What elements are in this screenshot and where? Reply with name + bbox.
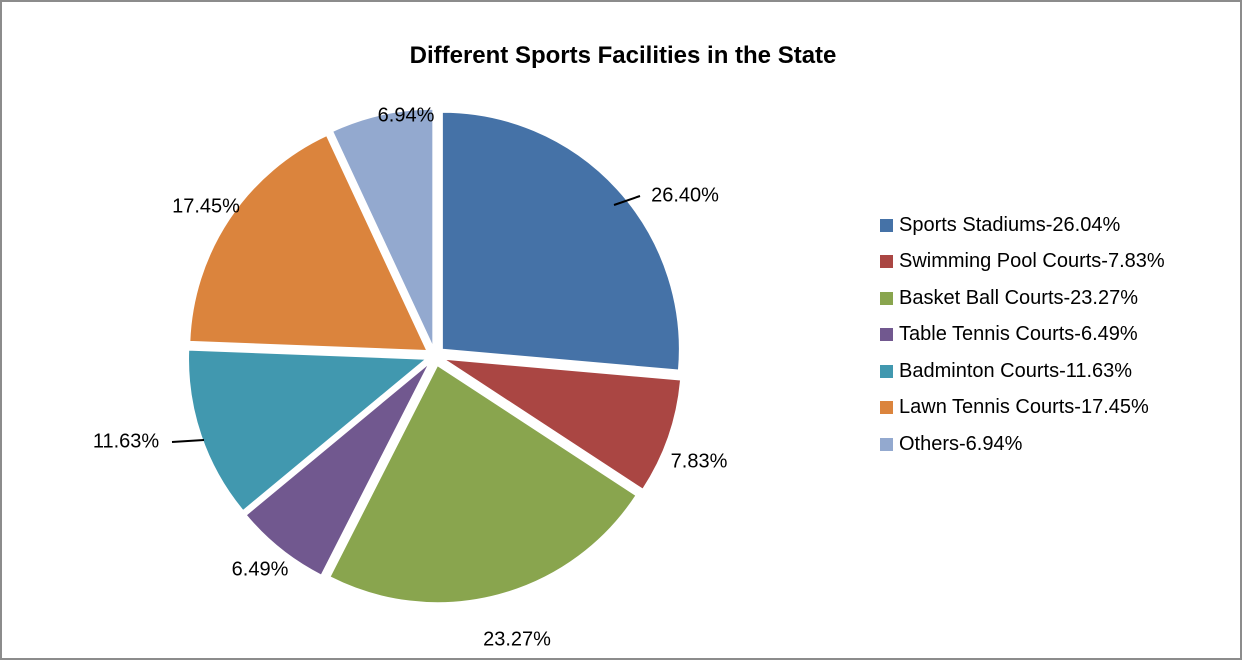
leader-line xyxy=(613,195,641,206)
pie-slice xyxy=(245,363,430,576)
legend-swatch xyxy=(880,364,893,378)
data-labels: 26.40% 7.83% 23.27% 6.49% 11.63% 17.45% 6.94% xyxy=(93,104,728,650)
leader-lines xyxy=(171,195,641,443)
legend-swatch xyxy=(880,291,893,305)
legend-item: Basket Ball Courts-23.27% xyxy=(880,280,1165,317)
legend-label: Swimming Pool Courts-7.83% xyxy=(899,250,1165,273)
legend-swatch xyxy=(880,255,893,269)
legend-label: Others-6.94% xyxy=(899,432,1023,455)
data-label: 26.40% xyxy=(651,184,719,206)
chart-title: Different Sports Facilities in the State xyxy=(409,42,837,69)
legend-item: Lawn Tennis Courts-17.45% xyxy=(880,390,1165,427)
legend-label: Lawn Tennis Courts-17.45% xyxy=(899,396,1149,419)
pie-slice xyxy=(329,364,637,604)
leader-line xyxy=(171,439,205,443)
data-label: 17.45% xyxy=(172,195,240,217)
legend-label: Basket Ball Courts-23.27% xyxy=(899,286,1139,309)
pie-slice xyxy=(188,349,427,512)
legend-label: Table Tennis Courts-6.49% xyxy=(899,323,1138,346)
legend-item: Swimming Pool Courts-7.83% xyxy=(880,244,1165,281)
pie-slice xyxy=(444,358,682,490)
legend-item: Badminton Courts-11.63% xyxy=(880,353,1165,390)
pie-slices xyxy=(188,108,682,604)
data-label: 7.83% xyxy=(671,450,728,472)
legend: Sports Stadiums-26.04% Swimming Pool Cour… xyxy=(880,207,1165,463)
legend-item: Table Tennis Courts-6.49% xyxy=(880,317,1165,354)
pie-slice xyxy=(189,134,428,351)
pie-slice xyxy=(441,111,680,371)
legend-item: Others-6.94% xyxy=(880,426,1165,463)
legend-swatch xyxy=(880,437,893,451)
data-label: 11.63% xyxy=(93,430,160,452)
legend-label: Badminton Courts-11.63% xyxy=(899,359,1133,382)
legend-item: Sports Stadiums-26.04% xyxy=(880,207,1165,244)
pie-slice xyxy=(332,108,434,347)
data-label: 6.94% xyxy=(378,104,435,126)
data-label: 23.27% xyxy=(483,628,551,650)
legend-swatch xyxy=(880,218,893,232)
data-label: 6.49% xyxy=(232,558,289,580)
legend-swatch xyxy=(880,328,893,342)
legend-swatch xyxy=(880,401,893,415)
legend-label: Sports Stadiums-26.04% xyxy=(899,213,1121,236)
